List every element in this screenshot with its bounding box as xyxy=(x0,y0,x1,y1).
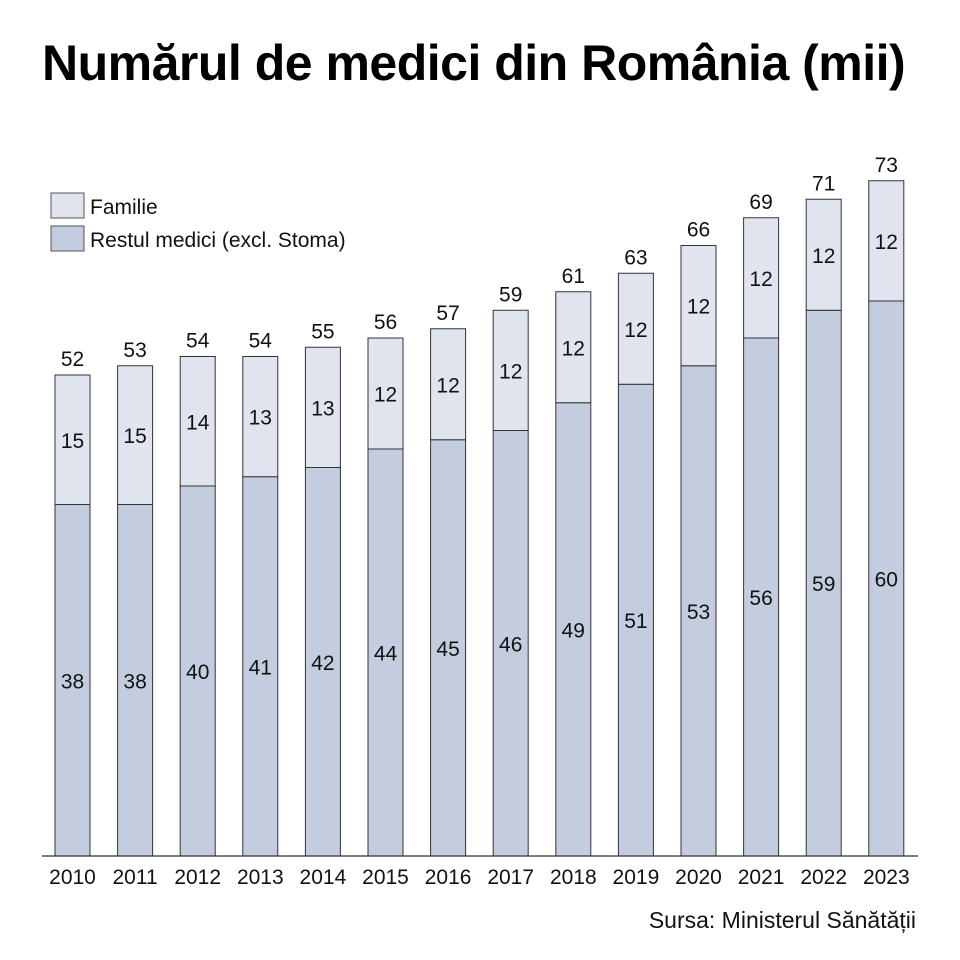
total-label: 66 xyxy=(687,219,710,242)
bar-familie-2021 xyxy=(743,217,780,339)
bar-restul-2017 xyxy=(492,430,529,857)
total-label: 56 xyxy=(374,311,397,334)
total-label: 54 xyxy=(249,330,273,353)
bar-familie-2012 xyxy=(179,356,216,487)
total-label: 61 xyxy=(562,265,585,288)
data-label-restul: 40 xyxy=(186,661,209,684)
data-label-familie: 12 xyxy=(875,231,898,254)
total-label: 59 xyxy=(499,283,522,306)
data-label-restul: 45 xyxy=(436,638,459,661)
total-label: 63 xyxy=(624,246,647,269)
total-label: 57 xyxy=(436,302,459,325)
total-label: 71 xyxy=(812,172,835,195)
data-label-restul: 53 xyxy=(687,601,710,624)
x-tick-label: 2014 xyxy=(300,866,347,889)
bar-familie-2013 xyxy=(242,356,279,478)
x-tick-label: 2022 xyxy=(800,866,847,889)
total-label: 73 xyxy=(875,154,898,177)
bar-restul-2013 xyxy=(242,476,279,857)
bar-restul-2010 xyxy=(54,504,91,857)
legend-label-familie: Familie xyxy=(90,196,158,219)
bar-familie-2011 xyxy=(117,365,154,505)
x-tick-label: 2012 xyxy=(174,866,221,889)
bar-restul-2018 xyxy=(555,402,592,857)
x-tick-label: 2023 xyxy=(863,866,910,889)
data-label-familie: 12 xyxy=(624,319,647,342)
data-label-familie: 12 xyxy=(687,296,710,319)
data-label-familie: 12 xyxy=(436,374,459,397)
source-note: Sursa: Ministerul Sănătății xyxy=(649,907,916,933)
total-label: 55 xyxy=(311,320,334,343)
data-label-familie: 12 xyxy=(499,360,522,383)
data-label-familie: 12 xyxy=(562,337,585,360)
data-label-familie: 14 xyxy=(186,411,210,434)
data-label-familie: 13 xyxy=(311,397,334,420)
chart-title: Numărul de medici din România (mii) xyxy=(42,35,906,91)
legend-swatch-restul xyxy=(50,225,85,252)
data-label-restul: 41 xyxy=(249,656,272,679)
bar-restul-2016 xyxy=(430,439,467,857)
legend-swatch-familie xyxy=(50,192,85,219)
x-tick-label: 2021 xyxy=(738,866,785,889)
data-label-restul: 59 xyxy=(812,573,835,596)
bar-familie-2016 xyxy=(430,328,467,441)
x-tick-label: 2010 xyxy=(49,866,96,889)
x-tick-label: 2017 xyxy=(487,866,534,889)
data-label-restul: 60 xyxy=(875,569,898,592)
data-label-familie: 13 xyxy=(249,407,272,430)
data-label-familie: 12 xyxy=(374,384,397,407)
data-label-familie: 12 xyxy=(812,245,835,268)
x-tick-label: 2019 xyxy=(613,866,660,889)
data-label-restul: 49 xyxy=(562,619,585,642)
bar-restul-2011 xyxy=(117,504,154,857)
x-tick-label: 2015 xyxy=(362,866,409,889)
bar-familie-2022 xyxy=(805,198,842,311)
data-label-familie: 15 xyxy=(123,425,146,448)
bar-familie-2010 xyxy=(54,374,91,505)
data-label-familie: 12 xyxy=(749,268,772,291)
data-label-restul: 42 xyxy=(311,652,334,675)
bar-restul-2014 xyxy=(304,467,341,857)
data-label-restul: 51 xyxy=(624,610,647,633)
bar-familie-2017 xyxy=(492,309,529,431)
total-label: 54 xyxy=(186,330,210,353)
bar-familie-2020 xyxy=(680,245,717,367)
data-label-restul: 38 xyxy=(61,670,84,693)
x-tick-label: 2016 xyxy=(425,866,472,889)
bar-familie-2023 xyxy=(868,180,905,302)
x-tick-label: 2018 xyxy=(550,866,597,889)
bar-familie-2019 xyxy=(617,272,654,385)
total-label: 52 xyxy=(61,348,84,371)
data-label-restul: 38 xyxy=(123,670,146,693)
data-label-familie: 15 xyxy=(61,430,84,453)
bar-restul-2019 xyxy=(617,383,654,857)
x-tick-label: 2020 xyxy=(675,866,722,889)
data-label-restul: 44 xyxy=(374,643,398,666)
bar-familie-2014 xyxy=(304,346,341,468)
data-label-restul: 46 xyxy=(499,633,522,656)
x-tick-label: 2013 xyxy=(237,866,284,889)
total-label: 69 xyxy=(749,191,772,214)
data-label-restul: 56 xyxy=(749,587,772,610)
legend-label-restul: Restul medici (excl. Stoma) xyxy=(90,229,346,252)
x-tick-label: 2011 xyxy=(113,866,158,889)
bar-restul-2021 xyxy=(743,337,780,857)
bar-familie-2015 xyxy=(367,337,404,450)
bar-familie-2018 xyxy=(555,291,592,404)
total-label: 53 xyxy=(123,339,146,362)
